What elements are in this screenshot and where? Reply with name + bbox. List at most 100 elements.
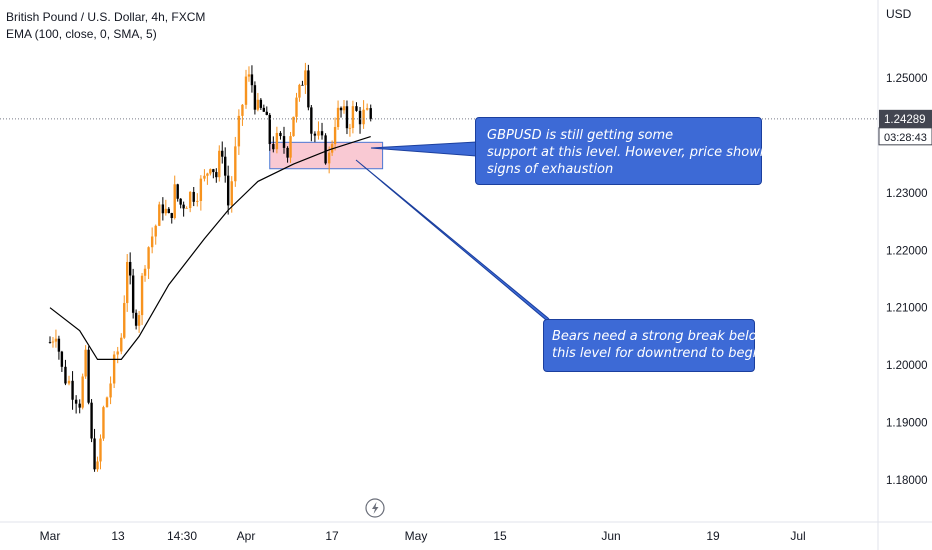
candle-body xyxy=(301,84,304,86)
candle xyxy=(134,309,138,330)
candle xyxy=(224,147,227,183)
callout-support[interactable]: GBPUSD is still getting some support at … xyxy=(475,117,780,185)
indicator-label[interactable]: EMA (100, close, 0, SMA, 5) xyxy=(6,27,157,41)
candle xyxy=(265,106,268,116)
candle xyxy=(158,201,161,227)
candle xyxy=(128,252,132,285)
last-price-tag xyxy=(879,109,932,128)
candle xyxy=(295,92,298,123)
candle xyxy=(150,227,154,254)
candle xyxy=(298,83,301,102)
candle-body xyxy=(84,349,87,377)
candle xyxy=(292,116,295,137)
candle-body xyxy=(286,147,289,158)
candle xyxy=(71,371,74,410)
candle-body xyxy=(158,204,161,226)
candle-body xyxy=(116,351,119,355)
callout-support-line-3: signs of exhaustion xyxy=(487,162,614,177)
candle-body xyxy=(170,213,173,219)
candle-body xyxy=(253,85,257,110)
candle-body xyxy=(57,338,61,352)
candle-body xyxy=(188,191,192,208)
candle-body xyxy=(241,104,244,116)
candle xyxy=(87,346,90,405)
time-tick-label: 15 xyxy=(493,529,507,543)
candle-body xyxy=(137,315,141,326)
candle-body xyxy=(289,136,292,158)
candle-body xyxy=(244,76,248,105)
candle xyxy=(173,175,176,220)
candle xyxy=(304,62,307,94)
candle xyxy=(339,106,343,118)
candle xyxy=(67,375,71,386)
candle-body xyxy=(230,181,233,206)
candle xyxy=(365,103,369,111)
candle xyxy=(324,133,327,165)
candle xyxy=(259,98,263,110)
candle xyxy=(123,295,126,340)
candle xyxy=(275,126,279,154)
candle xyxy=(209,168,212,176)
candle-body xyxy=(81,376,84,408)
candle xyxy=(93,428,96,472)
symbol-title[interactable]: British Pound / U.S. Dollar, 4h, FXCM xyxy=(6,10,206,24)
candle xyxy=(256,92,260,112)
candle-body xyxy=(342,106,346,111)
candle xyxy=(126,254,129,312)
price-tick-label: 1.25000 xyxy=(886,73,928,85)
candle-body xyxy=(134,312,138,326)
candle xyxy=(215,168,218,183)
candle-body xyxy=(327,152,331,164)
candle-body xyxy=(90,402,93,439)
time-tick-label: Apr xyxy=(237,529,256,543)
candle xyxy=(188,191,192,213)
candle xyxy=(161,197,165,221)
countdown-label: 03:28:43 xyxy=(884,132,927,144)
callout-bears[interactable]: Bears need a strong break below this lev… xyxy=(543,319,767,372)
candle-body xyxy=(74,399,78,404)
candle-body xyxy=(54,338,58,342)
candle-body xyxy=(358,110,362,125)
candle-body xyxy=(102,407,105,439)
candle-body xyxy=(176,184,179,199)
candle-body xyxy=(218,150,221,178)
callout-bears-line-2: this level for downtrend to begin xyxy=(552,346,765,361)
candle xyxy=(60,350,64,372)
candle xyxy=(64,359,67,386)
candle-body xyxy=(196,200,199,202)
candle-body xyxy=(348,127,352,129)
candle xyxy=(96,456,99,472)
candle-body xyxy=(221,150,224,157)
candle-body xyxy=(355,106,358,111)
candle xyxy=(90,399,93,443)
candle xyxy=(84,345,87,379)
candle xyxy=(241,104,244,126)
candle-body xyxy=(131,275,135,313)
candle-body xyxy=(317,131,320,136)
chart-legend: British Pound / U.S. Dollar, 4h, FXCM EM… xyxy=(6,9,205,43)
candle-body xyxy=(140,275,144,316)
candle-body xyxy=(265,111,268,115)
candle xyxy=(48,336,52,344)
candle-body xyxy=(179,198,182,205)
candle xyxy=(218,145,221,182)
time-tick-label: May xyxy=(405,529,428,543)
candle-body xyxy=(182,204,185,209)
candle-body xyxy=(339,107,343,111)
candle-body xyxy=(365,108,369,110)
candle-body xyxy=(282,136,286,148)
candle-body xyxy=(336,107,340,128)
candle xyxy=(182,201,185,217)
candle xyxy=(234,136,237,187)
candle xyxy=(289,131,292,163)
candle-body xyxy=(71,380,74,400)
candle-body xyxy=(199,178,203,201)
candle xyxy=(109,376,112,405)
candle-body xyxy=(226,175,230,206)
candle xyxy=(120,333,123,355)
candle xyxy=(244,69,248,109)
price-tick-label: 1.22000 xyxy=(886,245,928,257)
candle-body xyxy=(250,74,254,86)
candle xyxy=(279,131,282,140)
